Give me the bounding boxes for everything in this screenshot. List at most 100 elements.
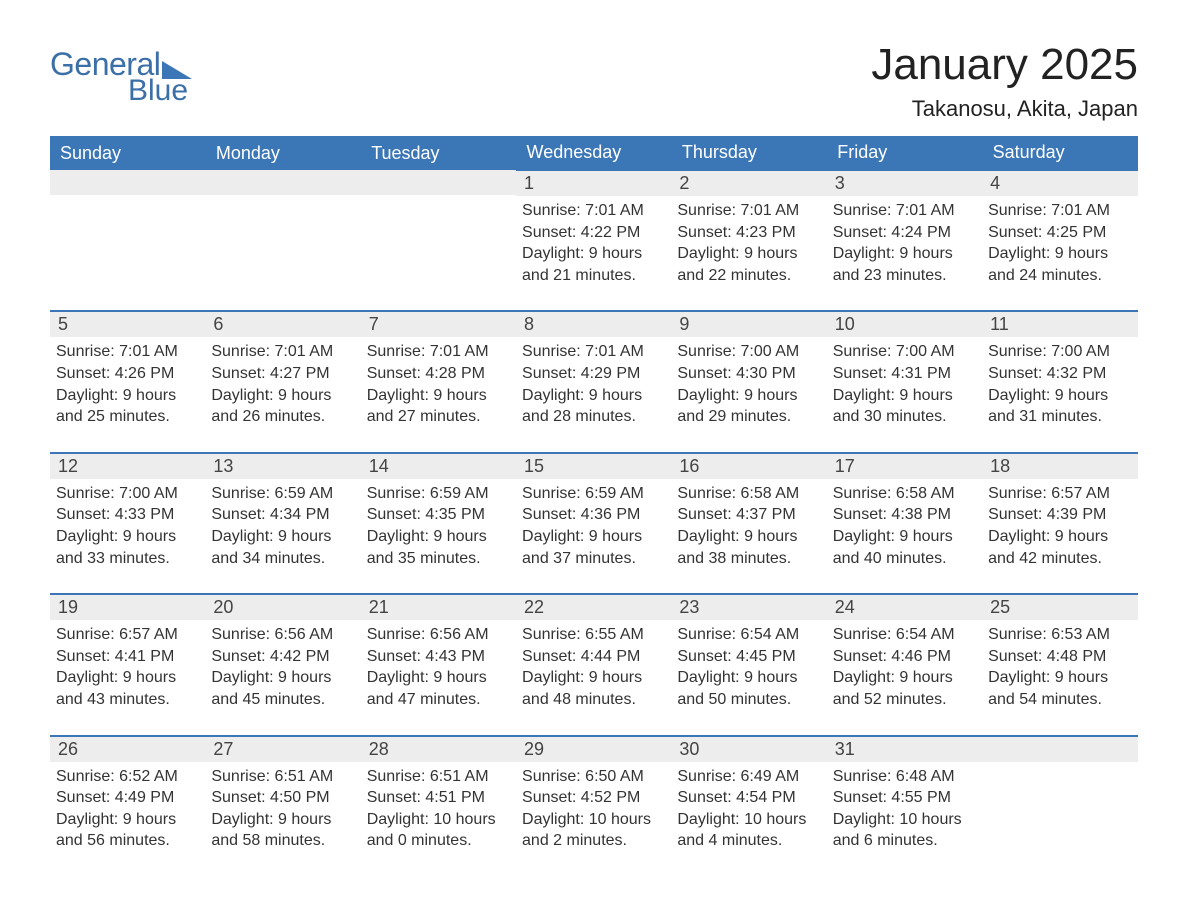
daylight-line-1: Daylight: 9 hours bbox=[211, 526, 354, 548]
sunrise-line: Sunrise: 6:51 AM bbox=[211, 766, 354, 788]
daylight-line-2: and 25 minutes. bbox=[56, 406, 199, 428]
sunset-line: Sunset: 4:29 PM bbox=[522, 363, 665, 385]
day-number: 30 bbox=[671, 737, 826, 762]
day-details: Sunrise: 6:54 AMSunset: 4:46 PMDaylight:… bbox=[827, 620, 982, 734]
daylight-line-1: Daylight: 9 hours bbox=[522, 243, 665, 265]
daylight-line-2: and 23 minutes. bbox=[833, 265, 976, 287]
sunrise-line: Sunrise: 6:55 AM bbox=[522, 624, 665, 646]
day-number: 27 bbox=[205, 737, 360, 762]
daylight-line-1: Daylight: 9 hours bbox=[522, 385, 665, 407]
daylight-line-2: and 29 minutes. bbox=[677, 406, 820, 428]
daylight-line-2: and 42 minutes. bbox=[988, 548, 1131, 570]
day-details: Sunrise: 7:01 AMSunset: 4:27 PMDaylight:… bbox=[205, 337, 360, 451]
day-details: Sunrise: 6:57 AMSunset: 4:39 PMDaylight:… bbox=[982, 479, 1137, 593]
daylight-line-1: Daylight: 9 hours bbox=[56, 385, 199, 407]
sunset-line: Sunset: 4:51 PM bbox=[367, 787, 510, 809]
sunrise-line: Sunrise: 6:56 AM bbox=[211, 624, 354, 646]
day-cell-17: 17Sunrise: 6:58 AMSunset: 4:38 PMDayligh… bbox=[827, 453, 982, 594]
day-number: 3 bbox=[827, 171, 982, 196]
sunrise-line: Sunrise: 7:01 AM bbox=[522, 200, 665, 222]
day-number: 19 bbox=[50, 595, 205, 620]
daylight-line-1: Daylight: 10 hours bbox=[833, 809, 976, 831]
sunrise-line: Sunrise: 6:54 AM bbox=[833, 624, 976, 646]
day-number: 10 bbox=[827, 312, 982, 337]
sunset-line: Sunset: 4:36 PM bbox=[522, 504, 665, 526]
daylight-line-1: Daylight: 9 hours bbox=[367, 667, 510, 689]
sunrise-line: Sunrise: 7:01 AM bbox=[988, 200, 1131, 222]
day-details: Sunrise: 6:48 AMSunset: 4:55 PMDaylight:… bbox=[827, 762, 982, 876]
daylight-line-1: Daylight: 9 hours bbox=[833, 526, 976, 548]
day-number: 1 bbox=[516, 171, 671, 196]
day-cell-1: 1Sunrise: 7:01 AMSunset: 4:22 PMDaylight… bbox=[516, 170, 671, 311]
sunset-line: Sunset: 4:28 PM bbox=[367, 363, 510, 385]
daylight-line-1: Daylight: 9 hours bbox=[988, 385, 1131, 407]
day-cell-23: 23Sunrise: 6:54 AMSunset: 4:45 PMDayligh… bbox=[671, 594, 826, 735]
calendar-row: 1Sunrise: 7:01 AMSunset: 4:22 PMDaylight… bbox=[50, 170, 1138, 311]
sunset-line: Sunset: 4:43 PM bbox=[367, 646, 510, 668]
daylight-line-1: Daylight: 10 hours bbox=[367, 809, 510, 831]
daylight-line-1: Daylight: 9 hours bbox=[677, 385, 820, 407]
day-cell-20: 20Sunrise: 6:56 AMSunset: 4:42 PMDayligh… bbox=[205, 594, 360, 735]
day-details: Sunrise: 7:00 AMSunset: 4:30 PMDaylight:… bbox=[671, 337, 826, 451]
day-details: Sunrise: 7:00 AMSunset: 4:31 PMDaylight:… bbox=[827, 337, 982, 451]
weekday-sunday: Sunday bbox=[50, 136, 205, 170]
daylight-line-2: and 56 minutes. bbox=[56, 830, 199, 852]
daylight-line-2: and 27 minutes. bbox=[367, 406, 510, 428]
day-details: Sunrise: 7:01 AMSunset: 4:25 PMDaylight:… bbox=[982, 196, 1137, 310]
sunrise-line: Sunrise: 6:52 AM bbox=[56, 766, 199, 788]
sunrise-line: Sunrise: 7:01 AM bbox=[211, 341, 354, 363]
daylight-line-2: and 22 minutes. bbox=[677, 265, 820, 287]
sunset-line: Sunset: 4:30 PM bbox=[677, 363, 820, 385]
day-number: 31 bbox=[827, 737, 982, 762]
day-cell-14: 14Sunrise: 6:59 AMSunset: 4:35 PMDayligh… bbox=[361, 453, 516, 594]
sunset-line: Sunset: 4:49 PM bbox=[56, 787, 199, 809]
day-number: 11 bbox=[982, 312, 1137, 337]
day-cell-18: 18Sunrise: 6:57 AMSunset: 4:39 PMDayligh… bbox=[982, 453, 1137, 594]
sunrise-line: Sunrise: 6:48 AM bbox=[833, 766, 976, 788]
sunset-line: Sunset: 4:42 PM bbox=[211, 646, 354, 668]
calendar-table: SundayMondayTuesdayWednesdayThursdayFrid… bbox=[50, 136, 1138, 876]
sunset-line: Sunset: 4:25 PM bbox=[988, 222, 1131, 244]
location: Takanosu, Akita, Japan bbox=[871, 96, 1138, 122]
day-number: 21 bbox=[361, 595, 516, 620]
day-details: Sunrise: 7:01 AMSunset: 4:23 PMDaylight:… bbox=[671, 196, 826, 310]
sunrise-line: Sunrise: 7:00 AM bbox=[56, 483, 199, 505]
daylight-line-2: and 2 minutes. bbox=[522, 830, 665, 852]
sunset-line: Sunset: 4:48 PM bbox=[988, 646, 1131, 668]
daylight-line-1: Daylight: 9 hours bbox=[367, 526, 510, 548]
sunrise-line: Sunrise: 6:57 AM bbox=[988, 483, 1131, 505]
day-details: Sunrise: 7:01 AMSunset: 4:22 PMDaylight:… bbox=[516, 196, 671, 310]
sunset-line: Sunset: 4:22 PM bbox=[522, 222, 665, 244]
logo-triangle-icon bbox=[162, 52, 192, 84]
day-number: 22 bbox=[516, 595, 671, 620]
daylight-line-2: and 54 minutes. bbox=[988, 689, 1131, 711]
day-cell-31: 31Sunrise: 6:48 AMSunset: 4:55 PMDayligh… bbox=[827, 736, 982, 876]
day-number: 6 bbox=[205, 312, 360, 337]
daylight-line-2: and 52 minutes. bbox=[833, 689, 976, 711]
day-number: 14 bbox=[361, 454, 516, 479]
day-cell-6: 6Sunrise: 7:01 AMSunset: 4:27 PMDaylight… bbox=[205, 311, 360, 452]
day-number: 26 bbox=[50, 737, 205, 762]
sunrise-line: Sunrise: 6:57 AM bbox=[56, 624, 199, 646]
day-number: 2 bbox=[671, 171, 826, 196]
day-cell-16: 16Sunrise: 6:58 AMSunset: 4:37 PMDayligh… bbox=[671, 453, 826, 594]
daylight-line-2: and 58 minutes. bbox=[211, 830, 354, 852]
day-cell-8: 8Sunrise: 7:01 AMSunset: 4:29 PMDaylight… bbox=[516, 311, 671, 452]
daylight-line-2: and 6 minutes. bbox=[833, 830, 976, 852]
day-number: 23 bbox=[671, 595, 826, 620]
sunset-line: Sunset: 4:50 PM bbox=[211, 787, 354, 809]
day-details: Sunrise: 7:01 AMSunset: 4:28 PMDaylight:… bbox=[361, 337, 516, 451]
daylight-line-1: Daylight: 9 hours bbox=[211, 385, 354, 407]
day-number: 7 bbox=[361, 312, 516, 337]
day-details: Sunrise: 7:01 AMSunset: 4:24 PMDaylight:… bbox=[827, 196, 982, 310]
daylight-line-2: and 31 minutes. bbox=[988, 406, 1131, 428]
day-details: Sunrise: 6:59 AMSunset: 4:36 PMDaylight:… bbox=[516, 479, 671, 593]
day-cell-22: 22Sunrise: 6:55 AMSunset: 4:44 PMDayligh… bbox=[516, 594, 671, 735]
daylight-line-2: and 48 minutes. bbox=[522, 689, 665, 711]
daylight-line-2: and 0 minutes. bbox=[367, 830, 510, 852]
day-details: Sunrise: 7:01 AMSunset: 4:29 PMDaylight:… bbox=[516, 337, 671, 451]
daylight-line-1: Daylight: 9 hours bbox=[522, 667, 665, 689]
day-number: 16 bbox=[671, 454, 826, 479]
calendar-row: 26 Sunrise: 6:52 AMSunset: 4:49 PM Dayligh… bbox=[50, 736, 1138, 876]
day-cell-3: 3Sunrise: 7:01 AMSunset: 4:24 PMDaylight… bbox=[827, 170, 982, 311]
